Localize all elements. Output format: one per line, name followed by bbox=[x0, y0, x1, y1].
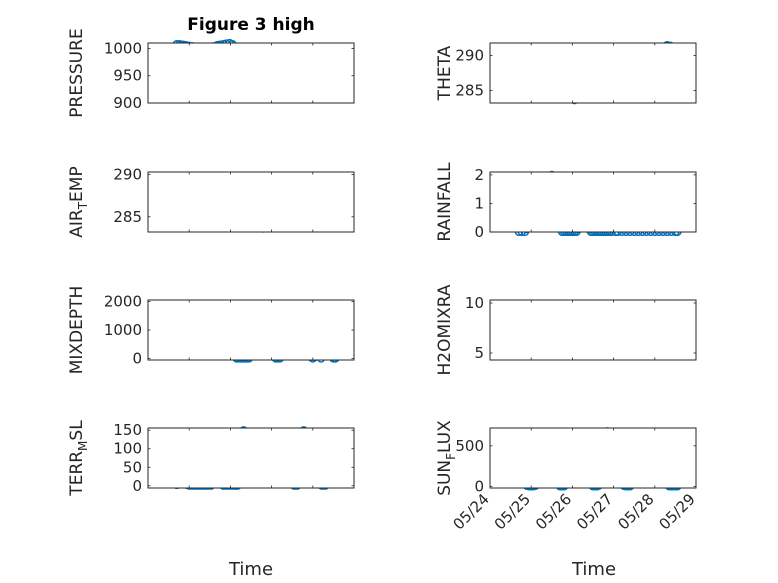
y-axis-label: H2OMIXRA bbox=[435, 284, 455, 375]
y-tick-label: 10 bbox=[465, 294, 484, 312]
subplot-4: 0 1 2 RAINFALL bbox=[435, 162, 697, 242]
subplot-3: 285 290 AIRTEMP bbox=[67, 166, 355, 238]
subplot-6: 5 10 H2OMIXRA bbox=[435, 284, 697, 376]
y-tick-label: 1000 bbox=[104, 321, 142, 339]
axes-frame bbox=[147, 171, 355, 233]
subplot-5: 0 1000 2000 MIXDEPTH bbox=[67, 286, 355, 375]
y-tick-label: 285 bbox=[455, 81, 484, 99]
y-axis-label: THETA bbox=[435, 45, 455, 101]
y-tick-label: 0 bbox=[132, 477, 142, 495]
y-axis-label: TERRMSL bbox=[67, 420, 90, 497]
y-axis-label: AIRTEMP bbox=[67, 166, 90, 237]
y-tick-label: 50 bbox=[123, 458, 142, 476]
y-tick-label: 0 bbox=[474, 477, 484, 495]
figure-title: Figure 3 high bbox=[187, 15, 315, 35]
x-axis-label-left: Time bbox=[228, 559, 273, 580]
y-tick-label: 0 bbox=[474, 223, 484, 241]
y-tick-label: 290 bbox=[455, 47, 484, 65]
y-tick-label: 1000 bbox=[104, 39, 142, 57]
y-axis-label: PRESSURE bbox=[67, 28, 87, 117]
axes-frame bbox=[147, 427, 355, 489]
y-tick-label: 0 bbox=[132, 350, 142, 368]
y-tick-label: 5 bbox=[474, 344, 484, 362]
y-tick-label: 2 bbox=[474, 166, 484, 184]
y-axis-label: SUNFLUX bbox=[435, 420, 458, 496]
subplot-1: 900 950 1000 PRESSURE bbox=[67, 28, 355, 118]
y-tick-label: 100 bbox=[113, 440, 142, 458]
y-tick-label: 500 bbox=[455, 437, 484, 455]
axes-frame bbox=[489, 427, 697, 489]
y-tick-label: 285 bbox=[113, 208, 142, 226]
y-tick-label: 150 bbox=[113, 421, 142, 439]
axes-frame bbox=[489, 171, 697, 233]
y-axis-label: MIXDEPTH bbox=[67, 286, 87, 375]
axes-frame bbox=[489, 299, 697, 361]
y-axis-label: RAINFALL bbox=[435, 162, 455, 242]
axes-frame bbox=[147, 42, 355, 104]
x-axis-label-right: Time bbox=[571, 559, 616, 580]
y-tick-label: 290 bbox=[113, 166, 142, 184]
y-tick-label: 950 bbox=[113, 67, 142, 85]
axes-frame bbox=[489, 42, 697, 104]
y-tick-label: 900 bbox=[113, 94, 142, 112]
y-tick-label: 2000 bbox=[104, 292, 142, 310]
axes-frame bbox=[147, 299, 355, 361]
y-tick-label: 1 bbox=[474, 194, 484, 212]
